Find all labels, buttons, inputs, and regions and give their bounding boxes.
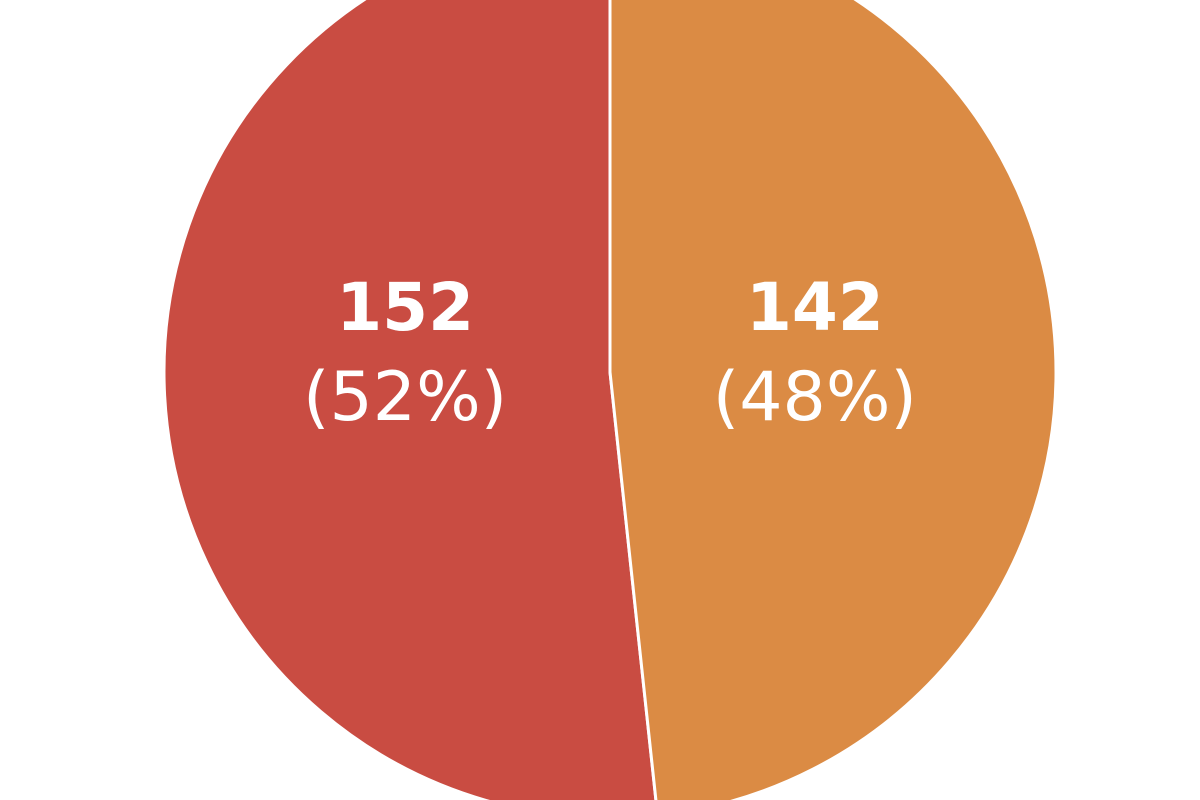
slice-value-label-0: 152 bbox=[336, 269, 474, 346]
pie-labels: 152 (52%) 142 (48%) bbox=[303, 269, 917, 437]
slice-percent-label-1: (48%) bbox=[713, 358, 917, 437]
pie-slice-1 bbox=[608, 0, 1058, 800]
slice-value-label-1: 142 bbox=[746, 269, 884, 346]
pie-slices bbox=[162, 0, 1058, 800]
slice-percent-label-0: (52%) bbox=[303, 358, 507, 437]
pie-slice-0 bbox=[162, 0, 658, 800]
